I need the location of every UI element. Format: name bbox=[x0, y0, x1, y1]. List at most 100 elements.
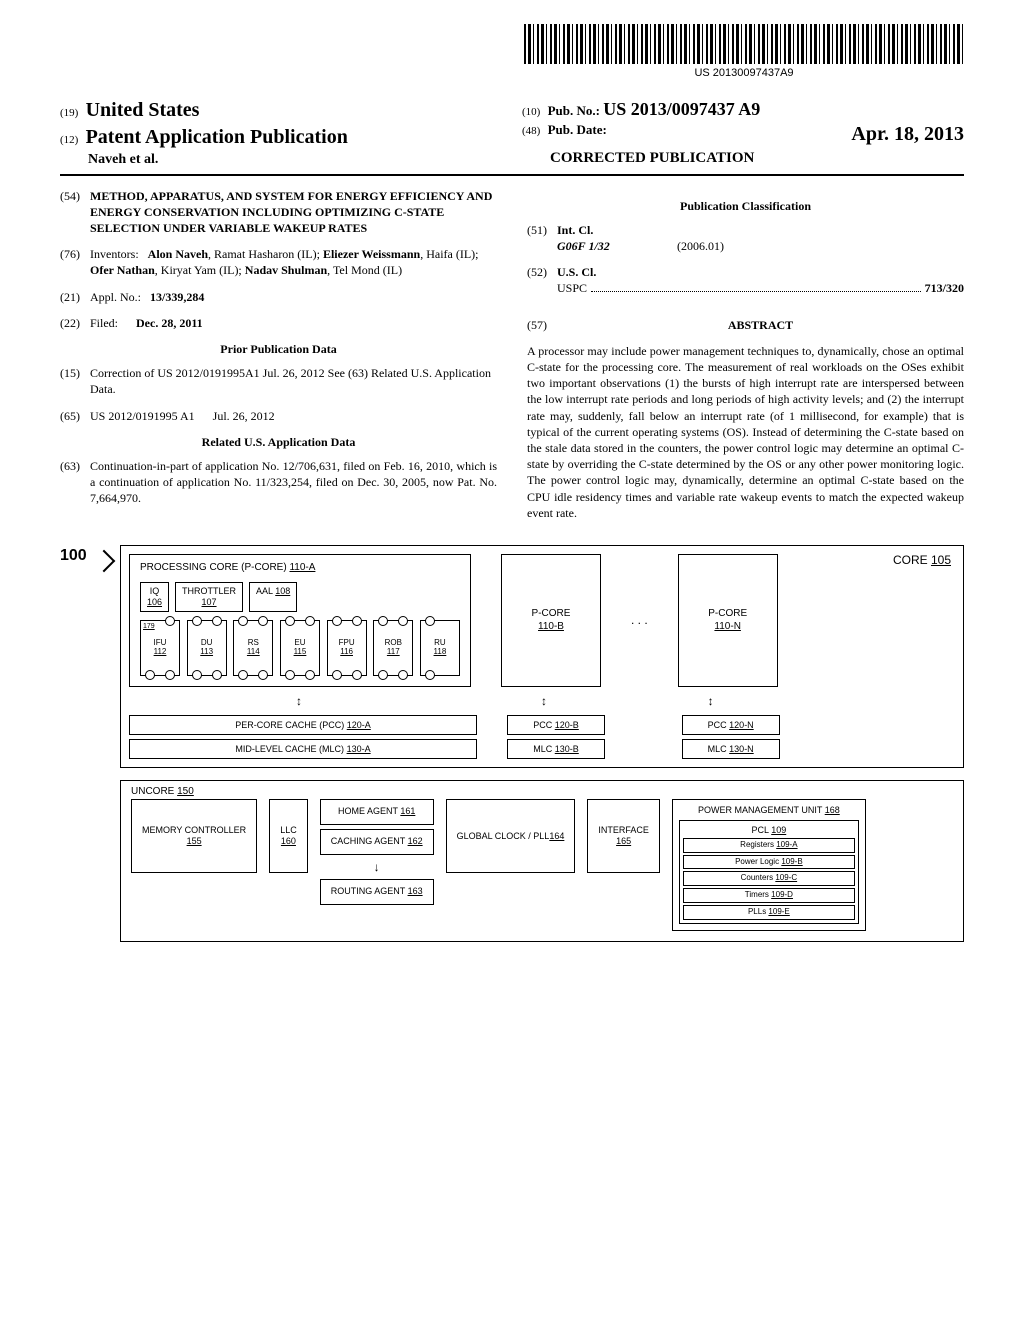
pcc-n: PCC 120-N bbox=[682, 715, 780, 735]
field-21: (21) Appl. No.: 13/339,284 bbox=[60, 289, 497, 305]
left-column: (54) METHOD, APPARATUS, AND SYSTEM FOR E… bbox=[60, 188, 497, 521]
prior-pub-value: US 2012/0191995 A1 Jul. 26, 2012 bbox=[90, 408, 275, 424]
ifu-box: 179 IFU112 bbox=[140, 620, 180, 676]
barcode-area: US 20130097437A9 bbox=[60, 24, 964, 81]
pmu-box: POWER MANAGEMENT UNIT 168 PCL 109 Regist… bbox=[672, 799, 866, 930]
interface-box: INTERFACE165 bbox=[587, 799, 660, 873]
pub-no-label: Pub. No.: bbox=[548, 103, 600, 118]
field-15: (15) Correction of US 2012/0191995A1 Jul… bbox=[60, 365, 497, 397]
memctrl-box: MEMORY CONTROLLER155 bbox=[131, 799, 257, 873]
country: United States bbox=[86, 99, 200, 121]
code-22: (22) bbox=[60, 315, 90, 331]
continuation-text: Continuation-in-part of application No. … bbox=[90, 458, 497, 507]
authors-line: Naveh et al. bbox=[88, 151, 502, 170]
code-19: (19) bbox=[60, 107, 78, 119]
field-76: (76) Inventors: Alon Naveh, Ramat Hashar… bbox=[60, 246, 497, 278]
barcode: US 20130097437A9 bbox=[524, 24, 964, 81]
eu-box: EU115 bbox=[280, 620, 320, 676]
header-left: (19) United States (12) Patent Applicati… bbox=[60, 97, 502, 170]
pcore-n: P-CORE110-N bbox=[678, 554, 778, 687]
pcore-a-title: PROCESSING CORE (P-CORE) 110-A bbox=[140, 561, 460, 575]
pcore-a: PROCESSING CORE (P-CORE) 110-A IQ106 THR… bbox=[129, 554, 471, 687]
llc-box: LLC160 bbox=[269, 799, 308, 873]
plls-box: PLLs 109-E bbox=[683, 905, 855, 920]
pcc-a: PER-CORE CACHE (PCC) 120-A bbox=[129, 715, 477, 735]
code-54: (54) bbox=[60, 188, 90, 237]
header-row: (19) United States (12) Patent Applicati… bbox=[60, 97, 964, 176]
ellipsis: . . . bbox=[631, 612, 648, 628]
fpu-box: FPU116 bbox=[327, 620, 367, 676]
field-22: (22) Filed: Dec. 28, 2011 bbox=[60, 315, 497, 331]
field-65: (65) US 2012/0191995 A1 Jul. 26, 2012 bbox=[60, 408, 497, 424]
uspc-dots bbox=[591, 281, 921, 292]
int-cl-label: Int. Cl. bbox=[557, 222, 964, 238]
inv4-loc: , Tel Mond (IL) bbox=[327, 263, 402, 277]
header-right: (10) Pub. No.: US 2013/0097437 A9 (48) P… bbox=[502, 97, 964, 170]
uspc-value: 713/320 bbox=[925, 280, 964, 296]
mlc-n: MLC 130-N bbox=[682, 739, 780, 759]
code-51: (51) bbox=[527, 222, 557, 254]
ru-box: RU118 bbox=[420, 620, 460, 676]
mlc-row: MID-LEVEL CACHE (MLC) 130-A MLC 130-B . … bbox=[129, 739, 955, 759]
us-cl-label: U.S. Cl. bbox=[557, 264, 964, 280]
field-52: (52) U.S. Cl. USPC 713/320 bbox=[527, 264, 964, 296]
pcores-row: PROCESSING CORE (P-CORE) 110-A IQ106 THR… bbox=[129, 554, 955, 687]
doc-type: Patent Application Publication bbox=[86, 126, 348, 148]
exec-row: 179 IFU112 DU113 RS114 EU115 bbox=[140, 620, 460, 676]
abstract-label: ABSTRACT bbox=[557, 317, 964, 333]
figure: 100 CORE 105 PROCESSING CORE (P-CORE) 11… bbox=[60, 545, 964, 942]
pcc-b: PCC 120-B bbox=[507, 715, 605, 735]
code-52: (52) bbox=[527, 264, 557, 296]
code-48: (48) bbox=[522, 125, 540, 137]
inventor-4: Nadav Shulman bbox=[245, 263, 327, 277]
code-21: (21) bbox=[60, 289, 90, 305]
field-54: (54) METHOD, APPARATUS, AND SYSTEM FOR E… bbox=[60, 188, 497, 237]
units-row: IQ106 THROTTLER107 AAL 108 bbox=[140, 582, 460, 612]
rob-box: ROB117 bbox=[373, 620, 413, 676]
arrow-icon: ↓ bbox=[320, 861, 434, 873]
code-65: (65) bbox=[60, 408, 90, 424]
barcode-text: US 20130097437A9 bbox=[524, 66, 964, 81]
inventors-label: Inventors: bbox=[90, 247, 139, 261]
barcode-lines bbox=[524, 24, 964, 64]
pmu-title: POWER MANAGEMENT UNIT 168 bbox=[679, 804, 859, 816]
field-57: (57) ABSTRACT bbox=[527, 317, 964, 333]
right-column: Publication Classification (51) Int. Cl.… bbox=[527, 188, 964, 521]
inv3-loc: , Kiryat Yam (IL); bbox=[155, 263, 245, 277]
arrow-icon: ↕ bbox=[666, 695, 756, 707]
int-cl-year: (2006.01) bbox=[677, 239, 724, 253]
abstract-text: A processor may include power management… bbox=[527, 343, 964, 521]
body-columns: (54) METHOD, APPARATUS, AND SYSTEM FOR E… bbox=[60, 188, 964, 521]
figure-label: 100 bbox=[60, 545, 87, 567]
code-12: (12) bbox=[60, 134, 78, 146]
int-cl-class: G06F 1/32 bbox=[557, 238, 677, 254]
code-10: (10) bbox=[522, 106, 540, 118]
mlc-b: MLC 130-B bbox=[507, 739, 605, 759]
pcc-row: PER-CORE CACHE (PCC) 120-A PCC 120-B . .… bbox=[129, 715, 955, 735]
appl-no-label: Appl. No.: bbox=[90, 290, 141, 304]
arrow-row: ↕ ↕ . . . ↕ bbox=[129, 693, 955, 709]
uspc-label: USPC bbox=[557, 280, 587, 296]
field-51: (51) Int. Cl. G06F 1/32(2006.01) bbox=[527, 222, 964, 254]
pcl-box: PCL 109 Registers 109-A Power Logic 109-… bbox=[679, 820, 859, 924]
inv1-loc: , Ramat Hasharon (IL); bbox=[208, 247, 323, 261]
corrected-label: CORRECTED PUBLICATION bbox=[522, 148, 964, 168]
inventor-1: Alon Naveh bbox=[148, 247, 208, 261]
throttler-box: THROTTLER107 bbox=[175, 582, 243, 612]
inv2-loc: , Haifa (IL); bbox=[420, 247, 478, 261]
arrow-icon: ↕ bbox=[499, 695, 589, 707]
code-76: (76) bbox=[60, 246, 90, 278]
core-title: CORE 105 bbox=[893, 552, 951, 568]
inventor-2: Eliezer Weissmann bbox=[323, 247, 420, 261]
filed-label: Filed: bbox=[90, 316, 118, 330]
appl-no-value: 13/339,284 bbox=[150, 290, 204, 304]
rs-box: RS114 bbox=[233, 620, 273, 676]
registers-box: Registers 109-A bbox=[683, 838, 855, 853]
home-agent-box: HOME AGENT 161 bbox=[320, 799, 434, 825]
correction-text: Correction of US 2012/0191995A1 Jul. 26,… bbox=[90, 365, 497, 397]
timers-box: Timers 109-D bbox=[683, 888, 855, 903]
code-63: (63) bbox=[60, 458, 90, 507]
filed-value: Dec. 28, 2011 bbox=[136, 316, 203, 330]
inventor-3: Ofer Nathan bbox=[90, 263, 155, 277]
uncore-title: UNCORE 150 bbox=[131, 785, 194, 799]
